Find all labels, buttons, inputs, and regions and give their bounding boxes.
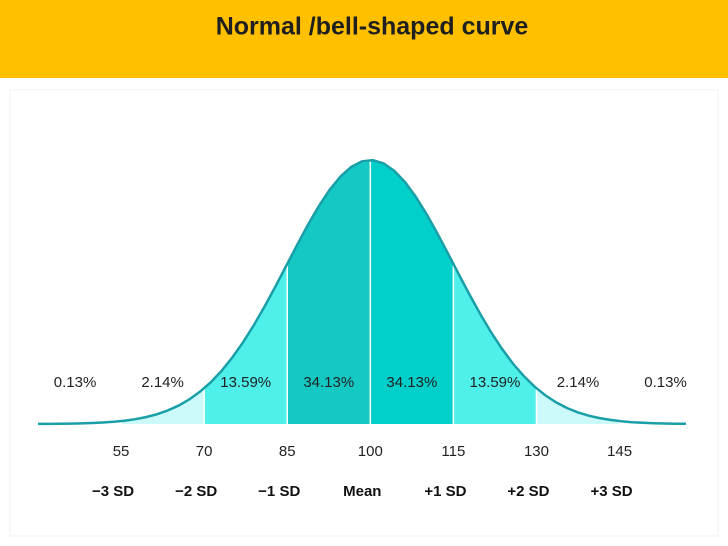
sd-label: +3 SD — [590, 483, 632, 500]
region-label: 13.59% — [220, 374, 271, 391]
x-tick-label: 115 — [441, 443, 465, 460]
x-tick-label: 100 — [358, 443, 383, 460]
sd-label: −3 SD — [92, 483, 134, 500]
sd-label: +1 SD — [424, 483, 466, 500]
x-tick-label: 145 — [607, 443, 632, 460]
sd-label: Mean — [343, 483, 381, 500]
sd-label: +2 SD — [507, 483, 549, 500]
region-label: 2.14% — [557, 374, 600, 391]
region-label: 13.59% — [469, 374, 520, 391]
x-tick-label: 70 — [196, 443, 213, 460]
x-tick-label: 55 — [113, 443, 130, 460]
region-label: 0.13% — [644, 374, 687, 391]
region — [121, 388, 205, 424]
region-label: 2.14% — [141, 374, 184, 391]
x-tick-label: 130 — [524, 443, 549, 460]
region-label: 34.13% — [386, 374, 437, 391]
chart-title: Normal /bell-shaped curve — [216, 13, 529, 41]
sd-label: −1 SD — [258, 483, 300, 500]
region — [536, 388, 620, 424]
region-label: 34.13% — [303, 374, 354, 391]
region-label: 0.13% — [54, 374, 97, 391]
sd-label: −2 SD — [175, 483, 217, 500]
curve — [38, 158, 687, 426]
x-tick-label: 85 — [279, 443, 296, 460]
header-band — [0, 0, 728, 78]
